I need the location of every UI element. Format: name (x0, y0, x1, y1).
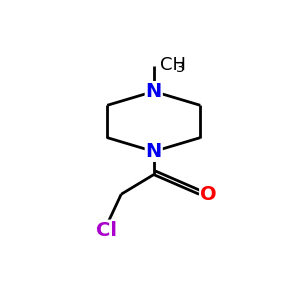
Text: N: N (146, 82, 162, 101)
Text: O: O (200, 185, 217, 204)
Text: CH: CH (160, 56, 186, 74)
Text: Cl: Cl (96, 220, 117, 239)
Text: 3: 3 (176, 61, 185, 75)
Text: N: N (146, 142, 162, 161)
